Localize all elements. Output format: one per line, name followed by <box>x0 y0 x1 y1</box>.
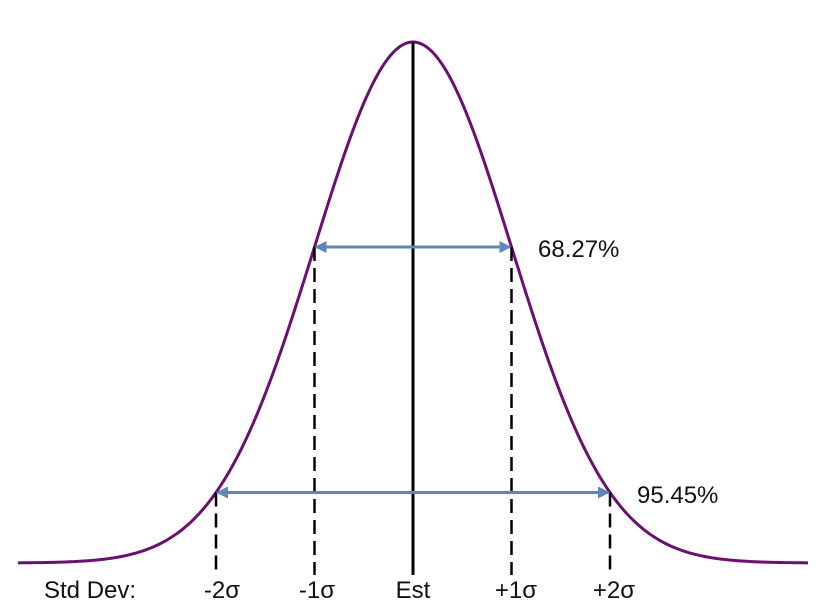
band-label-one-sigma: 68.27% <box>538 236 620 263</box>
tick-label-minus-1-sigma: -1σ <box>298 577 336 604</box>
axis-prefix-label: Std Dev: <box>44 577 137 604</box>
tick-label-minus-2-sigma: -2σ <box>203 577 241 604</box>
tick-label-plus-2-sigma: +2σ <box>592 577 636 604</box>
tick-label-estimate: Est <box>395 577 431 604</box>
band-label-two-sigma: 95.45% <box>637 482 719 509</box>
tick-label-plus-1-sigma: +1σ <box>494 577 538 604</box>
